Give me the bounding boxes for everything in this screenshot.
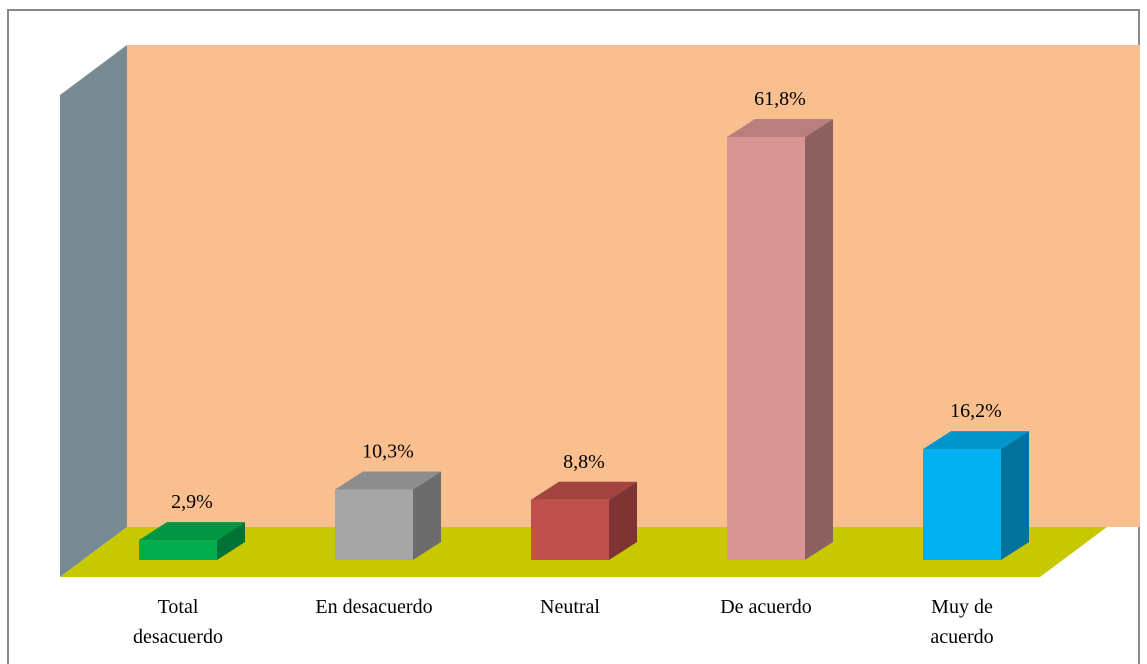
x-tick-label: Total desacuerdo <box>133 596 223 648</box>
bar-side <box>413 471 441 560</box>
x-tick-label: En desacuerdo <box>315 596 433 618</box>
bar-front <box>335 489 413 560</box>
bar-top <box>531 481 637 500</box>
bar-side <box>217 522 245 560</box>
bar <box>335 471 441 560</box>
side-wall <box>60 45 127 577</box>
bar-front <box>923 449 1001 560</box>
bar <box>531 481 637 560</box>
value-label: 2,9% <box>171 491 213 513</box>
x-tick-label: De acuerdo <box>720 596 812 618</box>
bar-front <box>727 137 805 560</box>
value-label: 8,8% <box>563 451 605 473</box>
bar-front <box>531 499 609 560</box>
value-label: 10,3% <box>362 441 414 463</box>
x-tick-label: Muy de acuerdo <box>930 596 994 648</box>
value-label: 61,8% <box>754 88 806 110</box>
bar-top <box>335 471 441 490</box>
bar-side <box>1001 431 1029 560</box>
value-label: 16,2% <box>950 400 1002 422</box>
bar <box>727 119 833 560</box>
bar <box>923 431 1029 560</box>
bar-top <box>139 522 245 541</box>
bar <box>139 522 245 560</box>
bar-top <box>727 119 833 137</box>
x-tick-label: Neutral <box>540 596 600 618</box>
bar-front <box>139 540 217 560</box>
bar-side <box>805 119 833 560</box>
bar-top <box>923 431 1029 450</box>
bar-side <box>609 481 637 560</box>
